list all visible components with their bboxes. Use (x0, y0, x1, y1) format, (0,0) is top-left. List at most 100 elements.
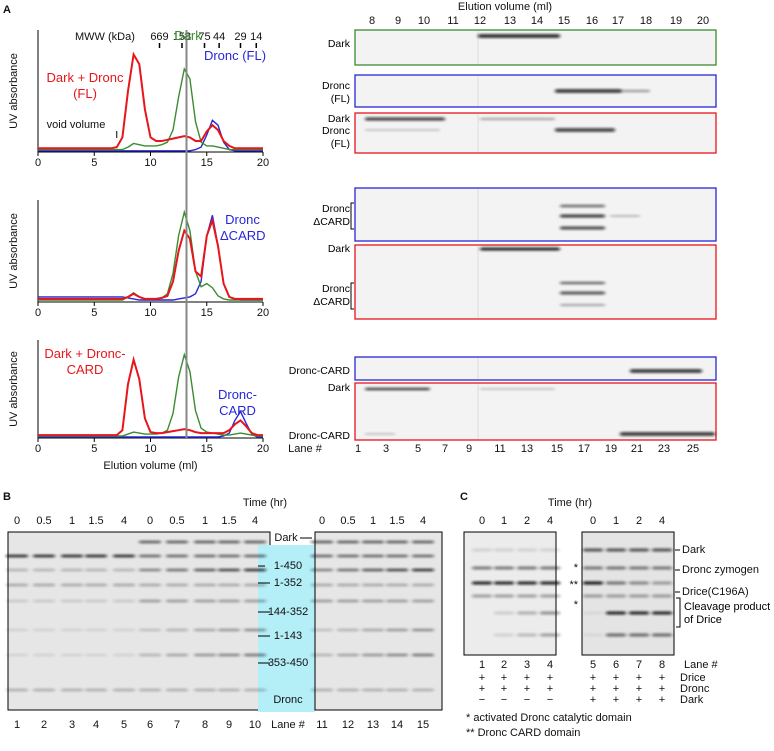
gel-row-label: Dronc ΔCARD (313, 203, 350, 228)
lane-number: 17 (578, 443, 590, 455)
gel-band (113, 688, 135, 692)
gel-band (560, 226, 605, 230)
mw-value: 44 (213, 31, 225, 43)
series-label: Dark + Dronc-CARD (44, 346, 126, 377)
gel-band (311, 568, 333, 572)
gel-band (194, 688, 216, 692)
row-mark: + (636, 694, 642, 706)
row-mark: + (501, 672, 507, 684)
lane-number: 4 (93, 719, 99, 731)
gel-band (61, 628, 83, 632)
gel-band (472, 594, 492, 598)
series-line (38, 67, 263, 151)
gel-band (652, 611, 672, 615)
x-tick-label: 5 (91, 307, 97, 319)
gel-band (362, 688, 384, 692)
fraction-number: 19 (670, 15, 682, 27)
gel-band (386, 599, 408, 603)
gel-band (85, 583, 107, 587)
fraction-number: 17 (612, 15, 624, 27)
gel-band (166, 688, 188, 692)
fraction-number: 20 (697, 15, 709, 27)
gel-band (606, 633, 626, 637)
time-label: 0 (479, 515, 485, 527)
gel-band (583, 566, 603, 570)
series-line (38, 51, 263, 150)
gel-band (194, 568, 216, 572)
gel-band (113, 568, 135, 572)
gel-band (194, 599, 216, 603)
gel-band (386, 583, 408, 587)
row-mark: + (524, 672, 530, 684)
gel-band (629, 594, 649, 598)
lane-number: 5 (121, 719, 127, 731)
lane-number: 15 (417, 719, 429, 731)
gel-band (33, 599, 55, 603)
gel-band (85, 568, 107, 572)
gel-band (540, 611, 560, 615)
gel-band (337, 653, 359, 657)
fraction-number: 10 (418, 15, 430, 27)
gel-band (337, 540, 359, 544)
gel-band (194, 653, 216, 657)
gel-band (166, 540, 188, 544)
gel-band (386, 568, 408, 572)
lane-number: 14 (391, 719, 403, 731)
gel-band (244, 599, 266, 603)
gel-band (629, 581, 649, 585)
series-label: Dronc-CARD (217, 387, 257, 418)
gel-band (494, 566, 514, 570)
mw-value: 14 (250, 31, 262, 43)
fraction-number: 18 (640, 15, 652, 27)
row-mark: + (547, 672, 553, 684)
gel-band (218, 688, 240, 692)
gel-band (166, 653, 188, 657)
gel-band (166, 568, 188, 572)
gel-band (472, 566, 492, 570)
x-tick-label: 15 (201, 443, 213, 455)
lane-number: 15 (551, 443, 563, 455)
row-mark: + (659, 683, 665, 695)
time-label: 0.5 (36, 515, 51, 527)
gel-band (244, 688, 266, 692)
gel-band (620, 432, 715, 436)
gel-band (6, 628, 28, 632)
time-title: Time (hr) (243, 497, 287, 509)
gel-band (61, 568, 83, 572)
x-tick-label: 10 (144, 307, 156, 319)
gel-band (630, 369, 702, 373)
row-mark: + (590, 694, 596, 706)
gel-band (139, 628, 161, 632)
gel-band (194, 554, 216, 558)
fragment-label: 353-450 (268, 657, 308, 669)
gel-band (517, 548, 537, 552)
gel-row-label: Dronc (FL) (321, 125, 350, 150)
gel-band (583, 581, 603, 585)
gel-band (629, 548, 649, 552)
row-mark: + (547, 683, 553, 695)
gel-band (113, 653, 135, 657)
row-mark: + (613, 672, 619, 684)
gel-band (337, 554, 359, 558)
gel-band (194, 583, 216, 587)
gel-band (480, 247, 560, 251)
fraction-number: 8 (369, 15, 375, 27)
row-mark: + (590, 683, 596, 695)
series-label: Dronc ΔCARD (220, 212, 266, 243)
lane-number: 3 (383, 443, 389, 455)
fraction-number: 15 (558, 15, 570, 27)
bracket (350, 282, 354, 310)
time-label: 0 (147, 515, 153, 527)
bracket (676, 597, 681, 628)
gel-band (583, 594, 603, 598)
gel-band (560, 303, 605, 307)
gel-band (386, 653, 408, 657)
lane-label: Lane # (271, 719, 306, 731)
gel-band (61, 688, 83, 692)
gel-band (540, 594, 560, 598)
gel-band (472, 581, 492, 585)
gel-row-label: Dark (327, 382, 350, 394)
gel-band (311, 540, 333, 544)
row-mark: + (636, 683, 642, 695)
